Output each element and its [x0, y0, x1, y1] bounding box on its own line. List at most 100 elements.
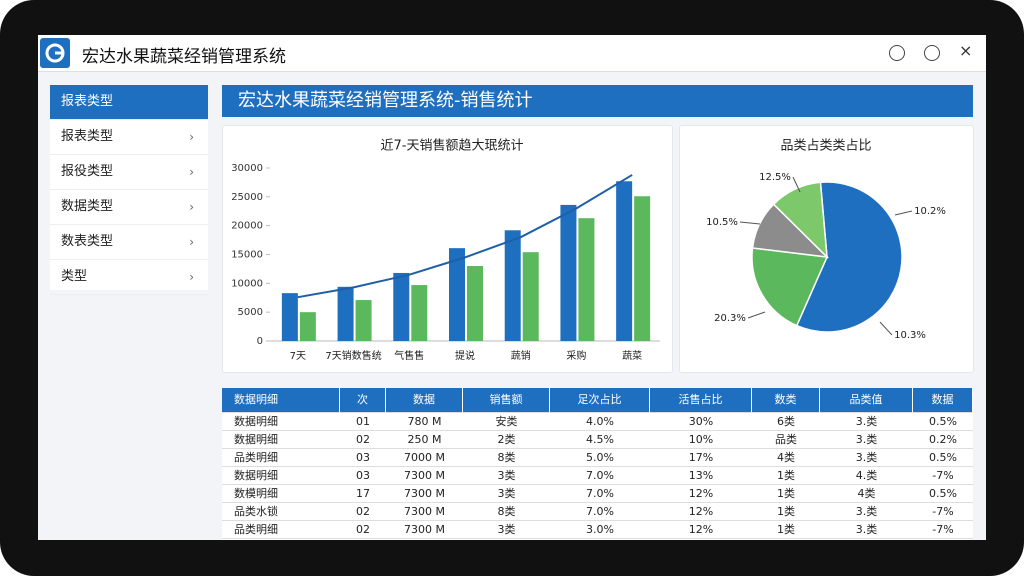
- data-table: 数据明细次数据 销售额 足次占比 活售占比 数类 品类值 数据 数据明细 01 780 M 安类 4.…: [222, 388, 973, 540]
- table-cell: 01: [340, 413, 386, 431]
- sidebar: 报表类型 报表类型 › 报役类型 › 数据类型 › 数表类型 › 类型 ›: [50, 85, 208, 295]
- bar: [411, 285, 428, 341]
- table-cell: 品类: [752, 431, 820, 449]
- table-cell: 3类: [463, 467, 550, 485]
- table-header-cell: 数据: [913, 388, 973, 413]
- sidebar-item[interactable]: 数据类型 ›: [50, 190, 208, 225]
- sidebar-item[interactable]: 报表类型 ›: [50, 120, 208, 155]
- table-cell: -7%: [913, 503, 973, 521]
- table-header-cell: 数据明细: [222, 388, 340, 413]
- table-cell: 7300 M: [386, 467, 463, 485]
- table-cell: 数据明细: [222, 431, 340, 449]
- bar-chart-title: 近7-天销售额趋大珉统计: [381, 138, 524, 154]
- table-cell: 1类: [752, 485, 820, 503]
- table-cell: 12%: [650, 485, 752, 503]
- logo: [40, 38, 70, 68]
- table-cell: 3.类: [820, 521, 913, 539]
- table-cell: 02: [340, 431, 386, 449]
- table-cell: 7300 M: [386, 485, 463, 503]
- table-cell: 3.类: [820, 413, 913, 431]
- refresh-icon[interactable]: [924, 45, 940, 61]
- table-cell: 1类: [752, 521, 820, 539]
- x-tick-label: 7天: [290, 351, 306, 362]
- chevron: ›: [189, 200, 194, 214]
- leader-line: [792, 176, 801, 193]
- table-header-cell: 足次占比: [550, 388, 650, 413]
- x-tick-label: 采购: [566, 349, 586, 362]
- table-cell: 7.0%: [550, 467, 650, 485]
- table-cell: 250 M: [386, 431, 463, 449]
- table-cell: 0.5%: [913, 413, 973, 431]
- table-cell: 7300 M: [386, 521, 463, 539]
- leader-line: [739, 221, 761, 225]
- table-cell: 7.0%: [550, 503, 650, 521]
- table-cell: 3.0%: [550, 521, 650, 539]
- table-cell: 6类: [752, 413, 820, 431]
- table-cell: 4.5%: [550, 431, 650, 449]
- y-tick-label: 25000: [231, 192, 263, 203]
- table-cell: 0.2%: [913, 431, 973, 449]
- table-cell: 03: [340, 449, 386, 467]
- sidebar-item[interactable]: 报表类型: [50, 85, 208, 120]
- trend-line: [297, 174, 633, 299]
- sidebar-item[interactable]: 类型 ›: [50, 260, 208, 295]
- table-cell: 数据明细: [222, 413, 340, 431]
- pie-slice: [772, 181, 828, 259]
- bar: [337, 286, 354, 341]
- table-cell: 03: [340, 467, 386, 485]
- pie-chart-title: 品类占类类占比: [780, 139, 871, 154]
- y-tick-label: 10000: [231, 278, 263, 289]
- y-tick-label: 20000: [231, 221, 263, 232]
- pie-label: 10.5%: [706, 217, 738, 228]
- table-cell: 12%: [650, 503, 752, 521]
- table-cell: 10%: [650, 431, 752, 449]
- table-cell: 17%: [650, 449, 752, 467]
- table-cell: 780 M: [386, 413, 463, 431]
- table-header-cell: 活售占比: [650, 388, 752, 413]
- table-cell: 4类: [820, 485, 913, 503]
- leader-line: [879, 321, 893, 336]
- table-cell: 0.5%: [913, 485, 973, 503]
- table-cell: 3类: [463, 485, 550, 503]
- sidebar-item[interactable]: 报役类型 ›: [50, 155, 208, 190]
- table-header-cell: 数类: [752, 388, 820, 413]
- leader-line: [747, 311, 766, 319]
- chevron: ›: [189, 270, 194, 284]
- table-cell: 品类水锁: [222, 503, 340, 521]
- x-tick-label: 气售售: [394, 349, 424, 362]
- y-tick-label: 0: [257, 336, 263, 347]
- table-cell: 13%: [650, 467, 752, 485]
- table-header-cell: 品类值: [820, 388, 913, 413]
- table-cell: 2类: [463, 431, 550, 449]
- table-cell: 30%: [650, 413, 752, 431]
- table-header-cell: 销售额: [463, 388, 550, 413]
- chevron: ›: [189, 165, 194, 179]
- table-cell: -7%: [913, 521, 973, 539]
- y-tick-label: 5000: [238, 307, 263, 318]
- x-tick-label: 蔬菜: [622, 350, 642, 362]
- bar: [616, 181, 633, 341]
- table-cell: 数模明细: [222, 485, 340, 503]
- x-tick-label: 提说: [455, 349, 475, 362]
- table-cell: 数据明细: [222, 467, 340, 485]
- table-cell: 品类明细: [222, 521, 340, 539]
- settings-icon[interactable]: [889, 45, 905, 61]
- chevron: ›: [189, 235, 194, 249]
- table-cell: 12%: [650, 521, 752, 539]
- bar: [634, 196, 651, 341]
- table-cell: 02: [340, 521, 386, 539]
- bar: [560, 204, 577, 341]
- sidebar-item[interactable]: 数表类型 ›: [50, 225, 208, 260]
- bar: [467, 266, 483, 341]
- table-cell: 安类: [463, 413, 550, 431]
- table-cell: 8类: [463, 449, 550, 467]
- bar: [281, 293, 298, 341]
- table-cell: 02: [340, 503, 386, 521]
- close-button[interactable]: ×: [959, 41, 973, 60]
- y-tick-label: 15000: [231, 250, 263, 261]
- chevron: ›: [189, 130, 194, 144]
- table-header-cell: 数据: [386, 388, 463, 413]
- table-cell: 7.0%: [550, 485, 650, 503]
- leader-line: [894, 210, 913, 216]
